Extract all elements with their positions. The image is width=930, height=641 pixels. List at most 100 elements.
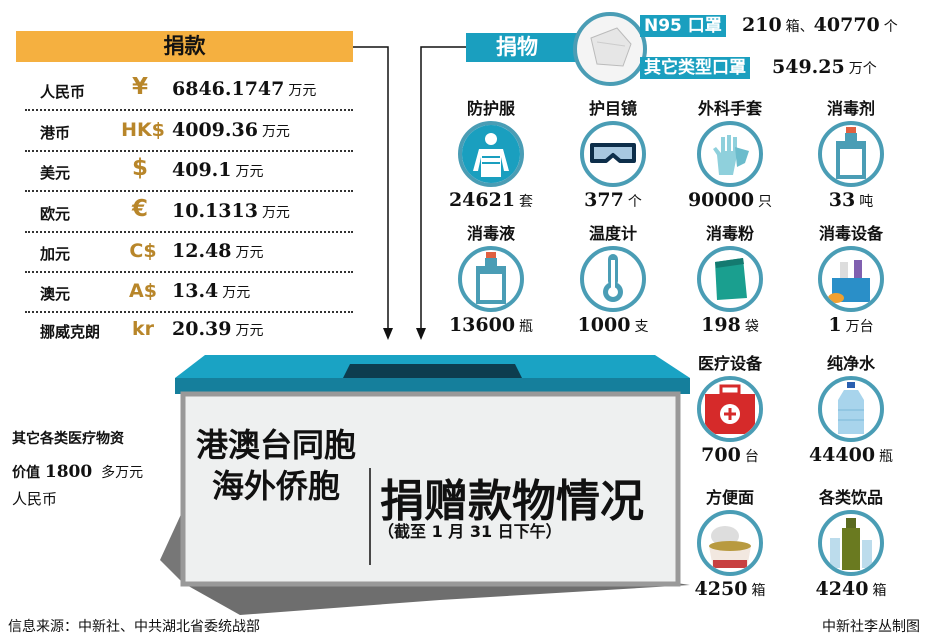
- item-value: 90000: [687, 189, 755, 211]
- unit: 多万元: [101, 466, 144, 481]
- other-mask-label: 其它类型口罩: [640, 57, 750, 79]
- other-supplies-value: 价值 1800 多万元: [12, 462, 143, 482]
- item-title: 消毒设备: [818, 224, 883, 243]
- goggles-icon: [580, 121, 646, 187]
- item-amount: 4240 箱: [791, 578, 911, 600]
- item-value: 13600: [448, 314, 516, 336]
- unit: 套: [519, 195, 534, 210]
- item-amount: 700 台: [670, 444, 790, 466]
- other-supplies-currency: 人民币: [12, 492, 58, 508]
- unit: 个: [883, 20, 898, 35]
- item-title: 消毒液: [466, 224, 515, 243]
- value: 549.25: [772, 56, 845, 78]
- main-title: 捐赠款物情况: [380, 476, 644, 527]
- currency-row: 澳元 A$ 13.4 万元: [25, 274, 353, 312]
- amount: 20.39 万元: [172, 318, 264, 340]
- amount-value: 13.4: [172, 280, 219, 302]
- divider: [25, 231, 353, 233]
- source-note: 信息来源：中新社、中共湖北省委统战部: [8, 619, 260, 635]
- unit: 瓶: [519, 320, 534, 335]
- unit: 万元: [235, 324, 264, 339]
- currency-row: 港币 HK$ 4009.36 万元: [25, 113, 353, 151]
- amount-value: 4009.36: [172, 119, 258, 141]
- amount: 409.1 万元: [172, 159, 264, 181]
- unit: 箱、: [785, 20, 814, 35]
- item-title: 消毒剂: [826, 99, 875, 118]
- item-value: 700: [701, 444, 741, 466]
- date-note: （截至 1 月 31 日下午）: [378, 522, 562, 541]
- unit: 箱: [751, 584, 766, 599]
- currency-row: 挪威克朗 kr 20.39 万元: [25, 312, 353, 350]
- currency-symbol: ¥: [131, 74, 148, 100]
- goods-item: 各类饮品 4240 箱: [791, 484, 911, 600]
- mask-icon: [573, 12, 647, 86]
- other-mask-value: 549.25 万个: [772, 56, 877, 78]
- item-amount: 90000 只: [670, 189, 790, 211]
- unit: 万台: [845, 320, 874, 335]
- unit: 支: [634, 320, 649, 335]
- amount: 4009.36 万元: [172, 119, 290, 141]
- goods-item: 消毒剂 33 吨: [791, 95, 911, 211]
- item-title: 护目镜: [588, 99, 637, 118]
- unit: 个: [627, 195, 642, 210]
- item-value: 33: [828, 189, 856, 211]
- thermometer-icon: [580, 246, 646, 312]
- amount-value: 10.1313: [172, 200, 258, 222]
- goods-item: 消毒设备 1 万台: [791, 220, 911, 336]
- unit: 万元: [222, 286, 251, 301]
- item-value: 1000: [577, 314, 631, 336]
- n95-value: 210 箱、40770 个: [742, 14, 898, 36]
- unit: 吨: [859, 195, 874, 210]
- item-amount: 1000 支: [553, 314, 673, 336]
- currency-symbol: €: [131, 196, 148, 222]
- currency-name: 人民币: [40, 83, 86, 101]
- amount: 13.4 万元: [172, 280, 250, 302]
- currency-symbol: $: [131, 155, 148, 181]
- goods-item: 医疗设备 700 台: [670, 350, 790, 466]
- item-title: 温度计: [588, 224, 637, 243]
- currency-name: 澳元: [40, 285, 71, 303]
- item-amount: 13600 瓶: [431, 314, 551, 336]
- item-value: 4240: [815, 578, 869, 600]
- currency-row: 欧元 € 10.1313 万元: [25, 194, 353, 232]
- item-amount: 198 袋: [670, 314, 790, 336]
- currency-row: 美元 $ 409.1 万元: [25, 153, 353, 191]
- goods-item: 消毒液 13600 瓶: [431, 220, 551, 336]
- box-line1: 港澳台同胞: [196, 426, 357, 464]
- item-title: 外科手套: [697, 99, 762, 118]
- currency-symbol: A$: [129, 280, 157, 302]
- divider: [25, 150, 353, 152]
- goods-item: 纯净水 44400 瓶: [791, 350, 911, 466]
- currency-name: 美元: [40, 164, 71, 182]
- goods-item: 外科手套 90000 只: [670, 95, 790, 211]
- cash-header: 捐款: [16, 31, 353, 62]
- unit: 万元: [235, 165, 264, 180]
- item-value: 377: [584, 189, 624, 211]
- unit: 箱: [872, 584, 887, 599]
- box-line2: 海外侨胞: [212, 467, 341, 505]
- goods-item: 方便面 4250 箱: [670, 484, 790, 600]
- item-amount: 33 吨: [791, 189, 911, 211]
- unit: 万元: [235, 246, 264, 261]
- unit: 万个: [848, 62, 877, 77]
- item-amount: 44400 瓶: [791, 444, 911, 466]
- item-value: 24621: [448, 189, 516, 211]
- unit: 台: [744, 450, 759, 465]
- goods-item: 护目镜 377 个: [553, 95, 673, 211]
- amount-value: 20.39: [172, 318, 232, 340]
- item-title: 纯净水: [826, 354, 875, 373]
- amount: 6846.1747 万元: [172, 78, 316, 100]
- currency-symbol: C$: [129, 240, 157, 262]
- currency-name: 欧元: [40, 205, 71, 223]
- unit: 袋: [744, 320, 759, 335]
- unit: 万元: [261, 206, 290, 221]
- amount: 10.1313 万元: [172, 200, 290, 222]
- powder-bag-icon: [697, 246, 763, 312]
- currency-name: 加元: [40, 245, 71, 263]
- unit: 万元: [288, 84, 317, 99]
- item-amount: 4250 箱: [670, 578, 790, 600]
- currency-name: 挪威克朗: [40, 323, 101, 341]
- box-slot: [343, 364, 522, 378]
- amount: 12.48 万元: [172, 240, 264, 262]
